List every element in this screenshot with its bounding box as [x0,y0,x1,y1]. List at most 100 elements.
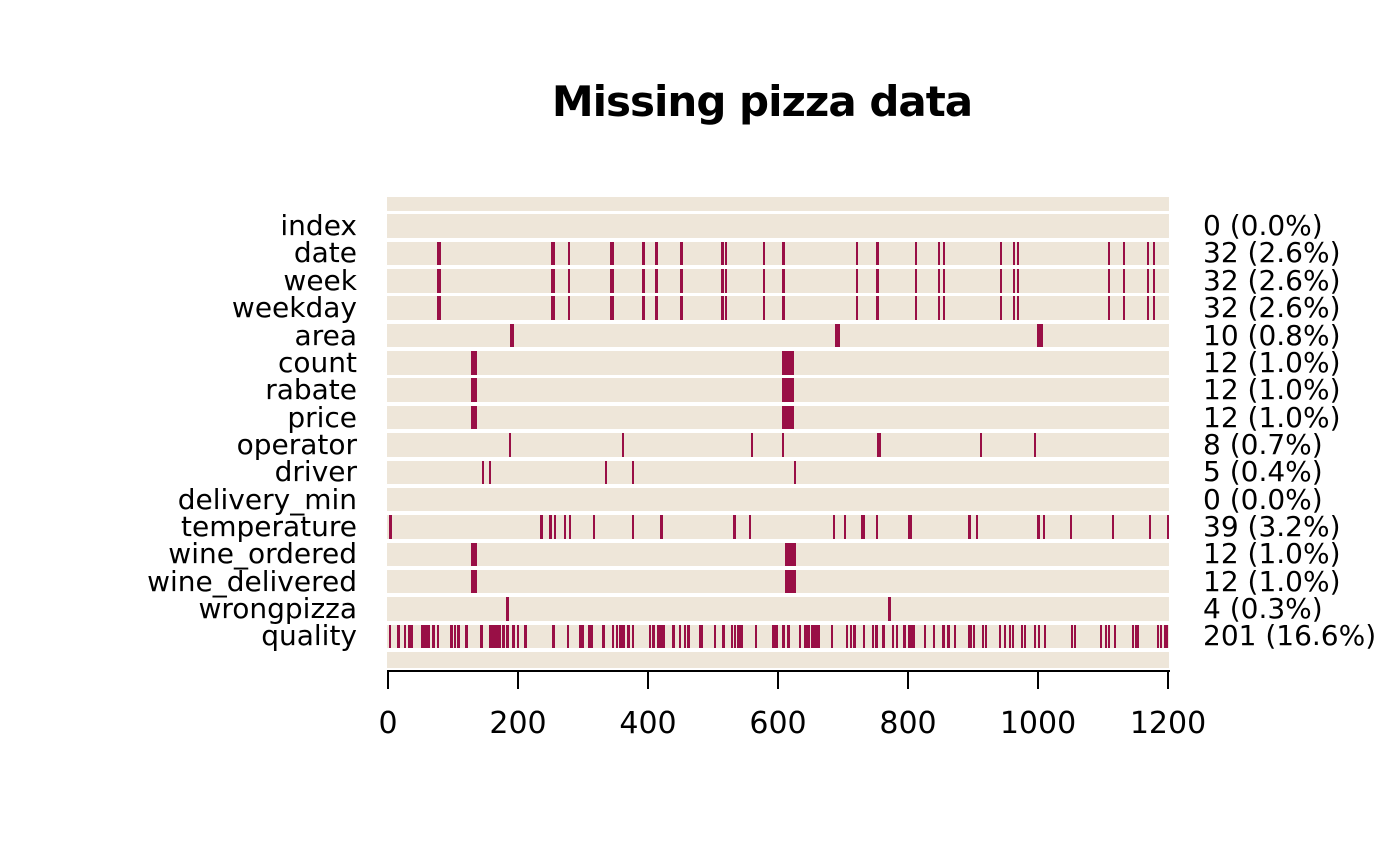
missing-mark [457,624,460,649]
missing-mark [1039,323,1042,348]
missing-mark [568,296,571,320]
missing-mark [438,241,441,266]
missing-mark [507,597,509,621]
row-label-driver: driver [274,455,357,489]
row-label-price: price [287,400,357,434]
missing-mark [876,269,879,293]
missing-count-index: 0 (0.0%) [1203,209,1323,243]
x-axis-tick-label: 1200 [1129,706,1207,741]
missing-mark [804,624,807,649]
missing-mark [763,296,766,320]
row-band [387,624,1169,649]
missing-mark [720,269,723,293]
missing-mark [1147,269,1150,293]
missing-mark [470,378,473,402]
missing-mark [1107,296,1110,320]
missing-mark [856,241,858,266]
missing-mark [1012,269,1015,293]
missing-mark [657,624,660,649]
missing-mark [590,624,593,649]
missing-mark [632,515,635,539]
missing-mark [942,296,945,320]
missing-mark [863,624,866,649]
missing-mark [492,624,494,649]
missing-mark [1033,624,1036,649]
x-axis-tick [517,671,519,689]
missing-mark [610,241,613,266]
missing-mark [749,515,752,539]
missing-mark [772,624,775,649]
x-axis-tick-label: 0 [378,706,398,741]
row-band [387,351,1169,375]
missing-mark [999,269,1002,293]
missing-mark [1100,624,1103,649]
missing-mark [1012,296,1015,320]
missing-mark [913,624,916,649]
missing-mark [662,624,665,649]
missing-mark [789,569,792,594]
missing-mark [789,378,792,402]
missing-mark [872,624,875,649]
missing-mark [474,378,477,402]
missing-mark [783,378,786,402]
missing-mark [616,624,619,649]
missing-mark [642,241,645,266]
missing-mark [789,405,792,430]
missing-mark [656,241,659,266]
missing-mark [968,515,971,539]
missing-mark [642,296,645,320]
missing-mark [787,351,790,375]
missing-count-count: 12 (1.0%) [1203,345,1341,379]
missing-mark [611,269,614,293]
missing-mark [933,624,936,649]
missing-mark [790,542,793,567]
missing-mark [875,269,878,293]
missing-mark [437,296,440,320]
missing-count-date: 32 (2.6%) [1203,236,1341,270]
missing-mark [999,296,1002,320]
missing-count-week: 32 (2.6%) [1203,263,1341,297]
missing-mark [860,515,863,539]
missing-mark [783,241,786,266]
x-axis-tick [647,671,649,689]
missing-mark [482,460,485,484]
missing-mark [1105,624,1107,649]
missing-mark [632,624,635,649]
missing-mark [471,405,474,430]
missing-mark [794,460,797,484]
missing-mark [1132,624,1135,649]
missing-mark [470,405,473,430]
missing-mark [623,624,626,649]
missing-mark [967,624,970,649]
missing-mark [1023,624,1026,649]
missing-mark [789,351,792,375]
missing-mark [937,296,940,320]
missing-mark [783,405,786,430]
missing-mark [790,351,793,375]
missing-mark [481,624,483,649]
missing-mark [656,296,659,320]
row-label-quality: quality [261,619,357,653]
missing-mark [540,515,543,539]
missing-count-wine_delivered: 12 (1.0%) [1203,564,1341,598]
missing-mark [564,515,567,539]
row-band [387,269,1169,293]
missing-mark [725,269,728,293]
missing-mark [470,569,473,594]
missing-mark [784,405,787,430]
row-label-rabate: rabate [265,373,357,407]
missing-mark [815,624,818,649]
row-band [387,433,1169,457]
missing-mark [1157,624,1159,649]
missing-mark [421,624,424,649]
missing-mark [856,296,858,320]
missing-mark [699,624,702,649]
missing-mark [621,624,624,649]
missing-mark [679,241,682,266]
missing-count-rabate: 12 (1.0%) [1203,373,1341,407]
row-label-area: area [294,318,357,352]
missing-mark [612,624,615,649]
missing-mark [517,624,520,649]
missing-mark [681,241,684,266]
